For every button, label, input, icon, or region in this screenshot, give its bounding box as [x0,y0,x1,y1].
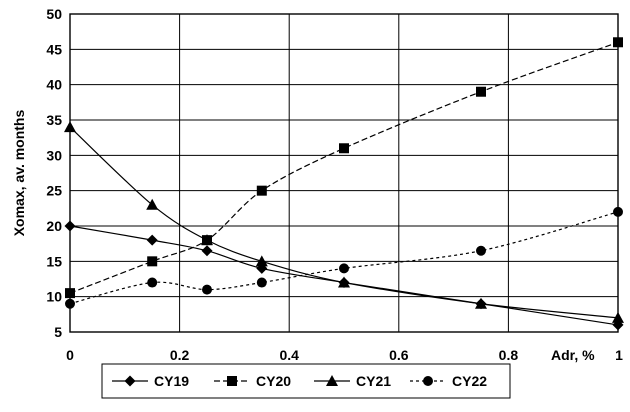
data-point-cy20 [256,185,267,196]
y-tick-label: 10 [46,289,62,305]
data-point-cy21 [201,234,213,246]
y-axis-title: Xomax, av. months [11,110,27,237]
series-group [64,37,624,331]
x-tick-label: 1 [615,347,623,363]
y-tick-label: 40 [46,77,62,93]
x-axis-title: Adr, % [551,347,595,363]
y-tick-label: 30 [46,147,62,163]
y-tick-label: 15 [46,253,62,269]
data-point-cy19 [201,245,213,257]
data-point-cy22 [256,277,267,288]
data-point-cy21 [64,121,76,133]
x-tick-label: 0.4 [279,347,299,363]
x-tick-label: 0.2 [170,347,190,363]
x-tick-label: 0 [66,347,74,363]
series-cy22 [65,206,623,309]
legend-marker-cy20 [227,376,237,386]
data-point-cy22 [202,284,212,295]
data-point-cy21 [612,311,624,323]
y-tick-label: 5 [54,324,62,340]
plot-area-frame [69,13,619,333]
series-cy19 [64,220,624,331]
data-point-cy22 [613,206,623,217]
data-point-cy22 [339,263,349,274]
series-cy21 [64,121,624,323]
data-point-cy21 [475,297,487,309]
data-point-cy22 [476,245,486,256]
data-point-cy22 [65,298,75,309]
legend-marker-cy21 [326,375,338,386]
series-line-cy20 [69,41,619,294]
data-point-cy20 [65,288,75,299]
data-point-cy21 [146,198,159,210]
y-tick-label: 25 [46,183,62,199]
legend: CY19 CY20 CY21 CY22 [101,363,511,399]
legend-marker-cy19 [124,375,136,387]
data-point-cy20 [476,86,486,97]
series-cy20 [65,37,623,299]
data-point-cy21 [338,276,350,288]
data-point-cy22 [147,277,158,288]
y-tick-label: 35 [46,112,62,128]
y-tick-label: 45 [46,41,62,57]
x-tick-label: 0.6 [389,347,409,363]
y-tick-label: 20 [46,218,62,234]
data-point-cy19 [64,220,76,232]
data-point-cy21 [255,255,268,267]
legend-label-cy21: CY21 [356,373,391,389]
legend-label-cy22: CY22 [452,373,487,389]
data-point-cy20 [147,256,158,267]
y-tick-label: 50 [46,6,62,22]
legend-label-cy20: CY20 [256,373,291,389]
data-point-cy19 [146,234,158,246]
data-point-cy20 [613,37,623,48]
legend-marker-cy22 [423,376,433,386]
x-tick-label: 0.8 [499,347,519,363]
data-point-cy20 [339,143,349,154]
legend-label-cy19: CY19 [154,373,189,389]
grid-lines [70,14,618,332]
tick-labels: 5 10 15 20 25 30 35 40 45 50 0 0.2 0.4 0.6 0.8 1 [46,6,623,363]
